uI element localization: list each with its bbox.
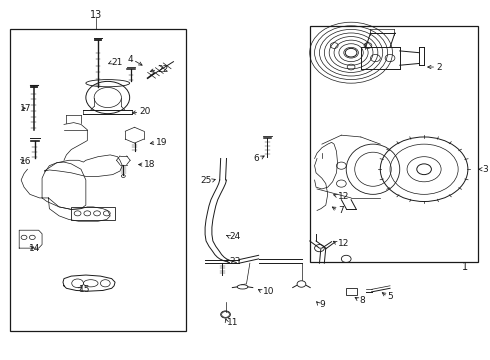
Text: 16: 16: [20, 157, 32, 166]
Text: 22: 22: [157, 65, 169, 74]
Text: 4: 4: [127, 55, 133, 64]
Text: 18: 18: [144, 160, 156, 169]
Text: 5: 5: [388, 292, 393, 301]
Bar: [310, 26, 478, 262]
Bar: [71, 207, 115, 220]
Text: 19: 19: [156, 138, 168, 147]
Text: 10: 10: [263, 287, 274, 296]
Text: 20: 20: [139, 107, 151, 116]
Text: 12: 12: [338, 239, 349, 248]
Text: 14: 14: [29, 244, 40, 253]
Text: 24: 24: [229, 232, 241, 241]
Text: 7: 7: [338, 206, 343, 215]
Text: 6: 6: [254, 154, 260, 163]
Bar: [346, 288, 357, 296]
Text: 17: 17: [20, 104, 32, 113]
Text: 9: 9: [319, 300, 325, 309]
Bar: [10, 30, 186, 330]
Text: 8: 8: [359, 296, 365, 305]
Text: 12: 12: [338, 192, 349, 201]
Text: 2: 2: [436, 63, 442, 72]
Text: 3: 3: [483, 165, 488, 174]
Text: 15: 15: [78, 285, 90, 294]
Text: 25: 25: [200, 176, 211, 185]
Text: 23: 23: [229, 257, 241, 266]
Text: 11: 11: [227, 318, 239, 327]
Text: 21: 21: [112, 58, 123, 67]
Text: 1: 1: [463, 262, 468, 272]
Text: 13: 13: [90, 10, 102, 20]
